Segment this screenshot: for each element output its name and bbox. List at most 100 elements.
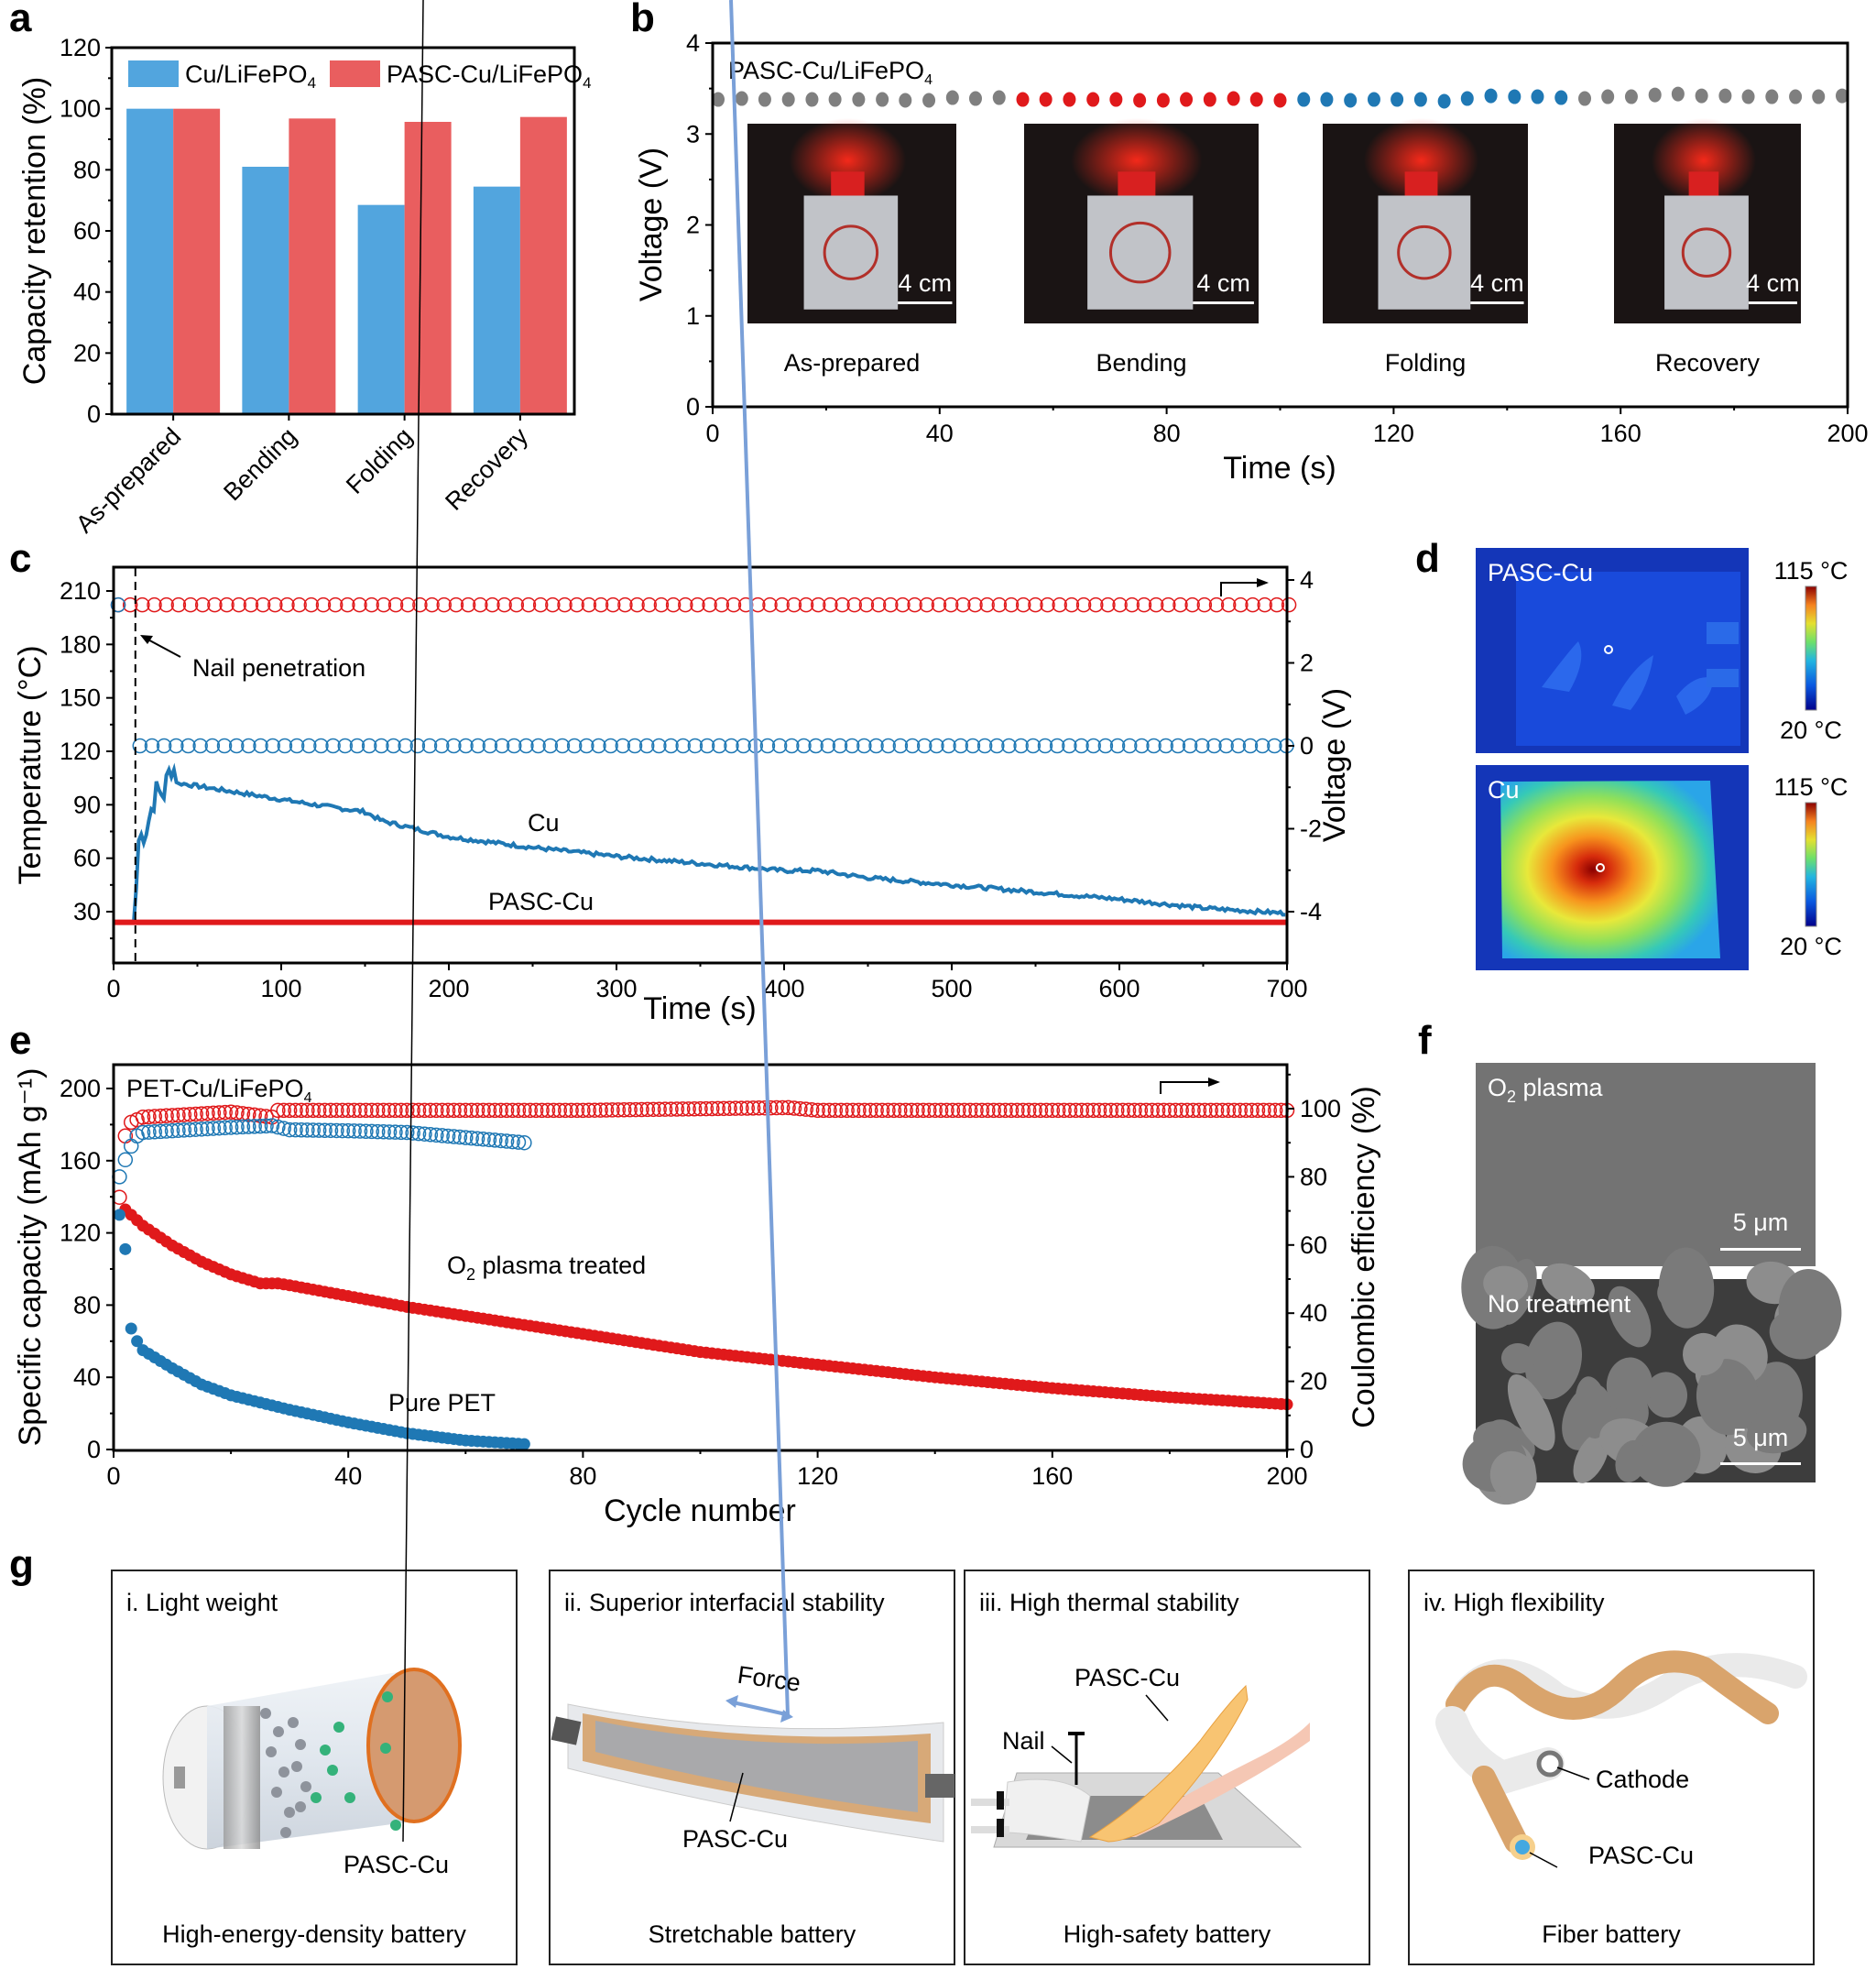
data-point-o2-plasma-treated-ce	[598, 1102, 615, 1118]
data-point-o2-plasma-treated-ce	[710, 1100, 725, 1117]
voltage-point-bending	[1086, 92, 1100, 107]
application-box-thermal-stability: iii. High thermal stability PASC-Cu Nail…	[964, 1570, 1370, 1965]
voltage-marker-cu	[433, 738, 450, 754]
voltage-marker-cu	[132, 738, 148, 754]
data-point-o2-plasma-treated-ce	[1103, 1102, 1119, 1119]
scale-bar	[1748, 301, 1797, 305]
data-point-o2-plasma-treated-ce	[311, 1102, 327, 1119]
logo-emblem	[1681, 227, 1732, 278]
data-point-o2-plasma-treated-ce	[270, 1102, 286, 1119]
callout-pasc-cu: PASC-Cu	[682, 1825, 788, 1853]
voltage-point-as-prepared	[945, 90, 959, 105]
flake	[1682, 1332, 1725, 1375]
data-point-o2-plasma-treated-ce	[305, 1102, 322, 1119]
voltage-marker-cu	[374, 738, 389, 754]
data-point-o2-plasma-treated-ce	[968, 1102, 984, 1119]
data-point-o2-plasma-treated-ce	[745, 1100, 761, 1116]
data-point-o2-plasma-treated-ce	[874, 1102, 890, 1119]
voltage-marker-pasc-cu	[1172, 596, 1188, 613]
flake	[1741, 1362, 1803, 1442]
voltage-marker-pasc-cu	[532, 596, 549, 613]
x-tick-label: 700	[1266, 975, 1307, 1002]
voltage-marker-cu	[796, 738, 812, 754]
voltage-marker-pasc-cu	[364, 596, 379, 613]
voltage-marker-pasc-cu	[846, 596, 862, 613]
flake	[1483, 1265, 1529, 1303]
voltage-point-as-prepared	[712, 92, 725, 107]
panel-label-b: b	[630, 0, 655, 40]
data-point-o2-plasma-treated-ce	[822, 1102, 837, 1119]
data-point-pure-pet-ce	[387, 1124, 403, 1140]
voltage-marker-pasc-cu	[352, 596, 367, 613]
voltage-marker-pasc-cu	[883, 596, 899, 613]
data-point-o2-plasma-treated-ce	[851, 1102, 867, 1119]
voltage-point-folding	[1320, 92, 1334, 107]
voltage-marker-cu	[687, 738, 704, 754]
data-point-o2-plasma-treated-ce	[1062, 1102, 1078, 1119]
scale-bar-label: 4 cm	[1196, 269, 1250, 297]
data-point-o2-plasma-treated-ce	[974, 1102, 990, 1119]
led-glow	[1651, 118, 1757, 202]
y-axis-title-left: Temperature (°C)	[13, 645, 48, 884]
logo-emblem	[1397, 224, 1452, 280]
y-right-tick-label: -4	[1300, 898, 1322, 925]
data-point-pure-pet-ce	[493, 1132, 508, 1149]
y-left-tick-label: 120	[60, 1220, 101, 1247]
data-point-o2-plasma-treated-ce	[563, 1102, 579, 1119]
photo-label: Recovery	[1655, 349, 1761, 377]
voltage-marker-cu	[386, 738, 401, 754]
data-point-o2-plasma-treated-ce	[322, 1102, 339, 1119]
pouch-cell	[1087, 195, 1194, 310]
voltage-point-as-prepared	[922, 93, 936, 108]
data-point-o2-plasma-treated-ce	[627, 1101, 644, 1118]
data-point-o2-plasma-treated-ce	[540, 1102, 556, 1119]
data-point-o2-plasma-treated-ce	[792, 1100, 808, 1117]
voltage-marker-pasc-cu	[979, 596, 995, 613]
data-point-o2-plasma-treated-ce	[1261, 1102, 1278, 1119]
voltage-marker-cu	[1037, 738, 1053, 754]
data-point-pure-pet-ce	[270, 1119, 286, 1135]
voltage-marker-cu	[736, 738, 751, 754]
data-point-o2-plasma-treated-ce	[933, 1102, 949, 1119]
voltage-marker-pasc-cu	[725, 596, 742, 613]
data-point-pure-pet-ce	[510, 1134, 527, 1150]
data-point-pure-pet-ce	[358, 1123, 374, 1139]
voltage-marker-pasc-cu	[448, 596, 464, 613]
voltage-marker-cu	[1230, 738, 1247, 754]
voltage-marker-cu	[844, 738, 860, 754]
data-point-o2-plasma-treated-ce	[141, 1109, 157, 1125]
data-point-o2-plasma-treated-ce	[839, 1102, 855, 1119]
legend-label-cu: Cu/LiFePO4	[185, 60, 316, 92]
y-tick-label: 4	[686, 29, 700, 57]
voltage-marker-cu	[337, 738, 354, 754]
voltage-marker-pasc-cu	[1003, 596, 1020, 613]
data-point-o2-plasma-treated-ce	[915, 1102, 932, 1119]
scale-bar-label: 4 cm	[1746, 269, 1800, 297]
data-point-pure-pet-ce	[369, 1123, 386, 1140]
voltage-marker-cu	[1085, 738, 1101, 754]
y-right-tick-label: 0	[1300, 732, 1314, 760]
data-point-pure-pet-ce	[264, 1118, 280, 1133]
data-point-o2-plasma-treated-ce	[188, 1106, 203, 1122]
voltage-marker-pasc-cu	[207, 596, 223, 613]
series-label-pure: Pure PET	[388, 1389, 496, 1417]
data-point-o2-plasma-treated-ce	[352, 1102, 368, 1119]
nail-annotation: Nail penetration	[140, 635, 365, 682]
voltage-point-recovery	[1601, 89, 1615, 104]
x-tick-label: 300	[595, 975, 637, 1002]
x-tick-label: Folding	[341, 422, 418, 499]
data-point-o2-plasma-treated-ce	[152, 1108, 169, 1124]
data-point-pure-pet-ce	[487, 1132, 503, 1148]
voltage-marker-cu	[675, 738, 691, 754]
voltage-marker-pasc-cu	[919, 596, 935, 613]
bar-cu-as-prepared	[126, 108, 174, 415]
data-point-o2-plasma-treated-ce	[1244, 1102, 1260, 1119]
data-point-pure-pet-ce	[475, 1132, 491, 1147]
y-axis-title-left: Specific capacity (mAh g⁻¹)	[13, 1068, 48, 1447]
data-point-o2-plasma-treated-ce	[281, 1102, 298, 1119]
colorbar-max: 115 °C	[1774, 773, 1849, 801]
data-point-o2-plasma-treated-ce	[1150, 1102, 1166, 1119]
data-point-o2-plasma-treated-ce	[475, 1102, 491, 1119]
flake	[1658, 1247, 1715, 1329]
colorbar-top: 115 °C 20 °C	[1774, 557, 1849, 744]
